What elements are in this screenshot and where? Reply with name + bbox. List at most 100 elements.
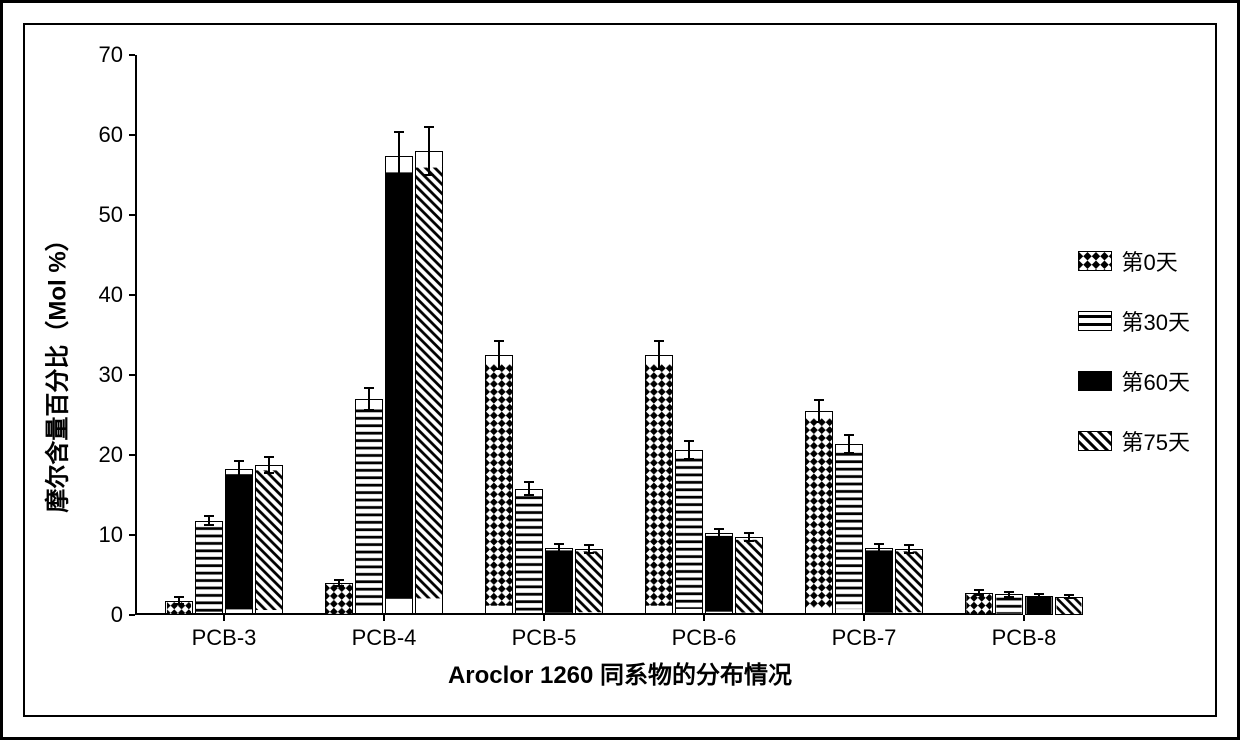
error-cap bbox=[334, 579, 344, 581]
error-cap bbox=[1064, 597, 1074, 599]
error-cap bbox=[524, 494, 534, 496]
y-tick bbox=[129, 454, 135, 456]
error-bar bbox=[398, 132, 400, 180]
error-cap bbox=[684, 458, 694, 460]
x-tick bbox=[223, 615, 225, 621]
error-cap bbox=[974, 589, 984, 591]
error-cap bbox=[1064, 594, 1074, 596]
legend-item: 第0天 bbox=[1078, 245, 1190, 277]
legend-label: 第75天 bbox=[1122, 425, 1190, 457]
error-cap bbox=[714, 528, 724, 530]
error-cap bbox=[424, 174, 434, 176]
error-cap bbox=[174, 603, 184, 605]
bar bbox=[865, 548, 893, 615]
error-cap bbox=[424, 126, 434, 128]
bar bbox=[355, 399, 383, 615]
error-cap bbox=[364, 387, 374, 389]
y-axis-title: 摩尔含量百分比（Mol %） bbox=[38, 227, 73, 512]
error-cap bbox=[744, 532, 754, 534]
y-tick bbox=[129, 134, 135, 136]
x-tick-label: PCB-5 bbox=[512, 625, 577, 651]
error-cap bbox=[174, 596, 184, 598]
error-cap bbox=[874, 543, 884, 545]
error-cap bbox=[654, 368, 664, 370]
error-cap bbox=[524, 481, 534, 483]
y-tick-label: 60 bbox=[99, 122, 123, 148]
bar bbox=[895, 549, 923, 615]
legend-swatch bbox=[1078, 311, 1112, 331]
error-cap bbox=[1004, 591, 1014, 593]
x-tick-label: PCB-7 bbox=[832, 625, 897, 651]
legend-label: 第0天 bbox=[1122, 245, 1178, 277]
error-bar bbox=[268, 457, 270, 473]
y-tick bbox=[129, 214, 135, 216]
bar bbox=[255, 465, 283, 615]
bar bbox=[195, 521, 223, 615]
error-bar bbox=[658, 341, 660, 368]
error-cap bbox=[494, 340, 504, 342]
y-tick-label: 70 bbox=[99, 42, 123, 68]
legend-label: 第30天 bbox=[1122, 305, 1190, 337]
error-cap bbox=[494, 368, 504, 370]
x-tick-label: PCB-8 bbox=[992, 625, 1057, 651]
legend: 第0天第30天第60天第75天 bbox=[1078, 245, 1190, 485]
error-cap bbox=[394, 179, 404, 181]
bar bbox=[705, 533, 733, 615]
error-cap bbox=[974, 594, 984, 596]
error-cap bbox=[204, 515, 214, 517]
y-tick-label: 30 bbox=[99, 362, 123, 388]
y-tick-label: 0 bbox=[111, 602, 123, 628]
x-tick bbox=[383, 615, 385, 621]
bar bbox=[325, 583, 353, 615]
x-tick bbox=[543, 615, 545, 621]
bar bbox=[735, 537, 763, 615]
error-cap bbox=[554, 551, 564, 553]
plot-area: 010203040506070PCB-3PCB-4PCB-5PCB-6PCB-7… bbox=[135, 55, 995, 615]
y-tick bbox=[129, 614, 135, 616]
bar bbox=[545, 548, 573, 615]
error-bar bbox=[368, 388, 370, 410]
bar bbox=[485, 355, 513, 615]
y-tick bbox=[129, 534, 135, 536]
error-cap bbox=[814, 421, 824, 423]
error-cap bbox=[844, 434, 854, 436]
error-cap bbox=[264, 472, 274, 474]
error-bar bbox=[848, 435, 850, 453]
bar bbox=[1025, 596, 1053, 615]
error-cap bbox=[234, 460, 244, 462]
error-cap bbox=[1004, 596, 1014, 598]
y-tick bbox=[129, 294, 135, 296]
y-tick bbox=[129, 374, 135, 376]
error-cap bbox=[714, 536, 724, 538]
bar bbox=[225, 469, 253, 615]
error-cap bbox=[264, 456, 274, 458]
outer-frame: 摩尔含量百分比（Mol %） 010203040506070PCB-3PCB-4… bbox=[0, 0, 1240, 740]
y-axis-line bbox=[135, 55, 137, 615]
x-tick-label: PCB-4 bbox=[352, 625, 417, 651]
bar bbox=[645, 355, 673, 615]
y-tick bbox=[129, 54, 135, 56]
error-cap bbox=[334, 585, 344, 587]
error-cap bbox=[684, 440, 694, 442]
y-tick-label: 40 bbox=[99, 282, 123, 308]
legend-swatch bbox=[1078, 251, 1112, 271]
x-tick bbox=[703, 615, 705, 621]
error-cap bbox=[904, 544, 914, 546]
error-cap bbox=[364, 409, 374, 411]
error-bar bbox=[238, 461, 240, 477]
y-tick-label: 50 bbox=[99, 202, 123, 228]
bar bbox=[385, 156, 413, 615]
error-bar bbox=[428, 127, 430, 175]
y-tick-label: 10 bbox=[99, 522, 123, 548]
x-tick bbox=[863, 615, 865, 621]
error-bar bbox=[818, 400, 820, 422]
bar bbox=[675, 450, 703, 615]
error-bar bbox=[498, 341, 500, 368]
error-bar bbox=[688, 441, 690, 459]
error-cap bbox=[654, 340, 664, 342]
error-cap bbox=[1034, 596, 1044, 598]
x-axis-title: Aroclor 1260 同系物的分布情况 bbox=[448, 655, 792, 690]
bar bbox=[575, 549, 603, 615]
y-tick-label: 20 bbox=[99, 442, 123, 468]
error-cap bbox=[554, 543, 564, 545]
